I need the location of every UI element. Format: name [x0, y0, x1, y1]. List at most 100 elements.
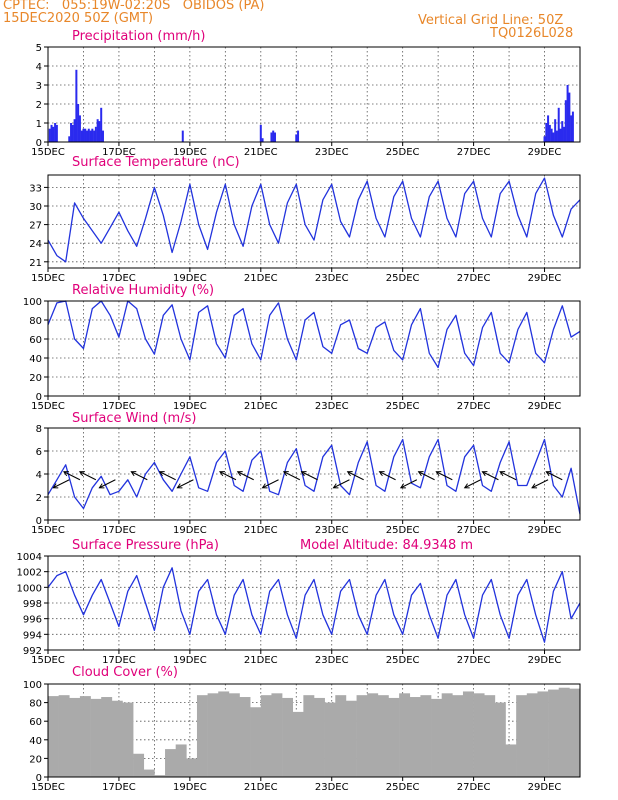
precip-bar	[563, 126, 566, 142]
precip-xtick-label: 27DEC	[457, 147, 491, 158]
temp-ytick-label: 33	[29, 183, 42, 194]
wind-arrow-head	[332, 483, 339, 489]
cloud-ytick-label: 0	[36, 773, 42, 784]
cloud-cover-bar	[122, 702, 134, 777]
wind-arrow-head	[481, 471, 488, 477]
rh-xtick-label: 15DEC	[31, 401, 65, 412]
cloud-cover-bar	[505, 744, 517, 777]
cloud-cover-bar	[441, 693, 453, 777]
temp-ytick-label: 21	[29, 258, 42, 269]
precip-bar	[75, 69, 78, 142]
rh-series-line	[47, 300, 581, 369]
wind-arrow-head	[176, 483, 183, 489]
cloud-cover-bar	[377, 695, 389, 777]
precip-ytick-label: 1	[36, 119, 42, 130]
precip-ytick-label: 2	[36, 100, 42, 111]
pressure-annotation: Model Altitude: 84.9348 m	[300, 538, 474, 553]
wind-arrow-head	[98, 483, 105, 489]
cloud-cover-bar	[271, 693, 283, 777]
precip-bar	[273, 132, 276, 142]
cloud-cover-bar	[90, 698, 102, 777]
precip-bar	[87, 128, 90, 142]
wind-arrow-head	[346, 471, 353, 477]
wind-xtick-label: 21DEC	[244, 525, 278, 536]
precip-bar	[98, 121, 101, 142]
wind-ytick-label: 0	[36, 516, 42, 527]
wind-arrow-head	[236, 471, 243, 477]
cloud-cover-bar	[58, 695, 70, 777]
cloud-ytick-label: 40	[29, 736, 42, 747]
precip-bar	[270, 132, 273, 142]
rh-ytick-label: 20	[29, 373, 42, 384]
wind-ytick-label: 8	[36, 424, 42, 435]
cloud-cover-bar	[367, 693, 379, 777]
precip-bar	[570, 115, 573, 142]
pressure-title: Surface Pressure (hPa)	[72, 538, 219, 553]
cloud-cover-bar	[282, 697, 294, 777]
wind-arrow	[53, 479, 70, 489]
cloud-cover-bar	[303, 695, 315, 777]
wind-ytick-label: 4	[36, 470, 42, 481]
cloud-xtick-label: 27DEC	[457, 782, 491, 793]
cloud-cover-bar	[165, 749, 176, 777]
cloud-cover-bar	[548, 689, 560, 777]
pressure-xtick-label: 21DEC	[244, 655, 278, 666]
cloud-xtick-label: 15DEC	[31, 782, 65, 793]
cloud-cover-bar	[196, 695, 208, 777]
precip-bar	[100, 107, 103, 142]
cloud-ytick-label: 60	[29, 717, 42, 728]
cloud-cover-bar	[79, 696, 91, 777]
cloud-cover-bar	[516, 695, 528, 777]
cloud-xtick-label: 17DEC	[102, 782, 136, 793]
rh-ytick-label: 0	[36, 392, 42, 403]
wind-arrow	[262, 479, 279, 489]
precip-bar	[554, 119, 557, 142]
cloud-xtick-label: 21DEC	[244, 782, 278, 793]
precip-bar	[50, 124, 53, 142]
rh-xtick-label: 19DEC	[173, 401, 207, 412]
wind-arrow	[79, 471, 97, 481]
precip-bar	[78, 115, 81, 142]
wind-xtick-label: 29DEC	[528, 525, 562, 536]
temp-xtick-label: 19DEC	[173, 273, 207, 284]
precip-frame	[47, 46, 581, 143]
cloud-cover-bar	[473, 693, 485, 777]
cloud-cover-bar	[356, 695, 368, 777]
precip-bar	[297, 130, 300, 142]
wind-arrow	[546, 471, 563, 481]
wind-arrow	[177, 479, 194, 489]
precip-xtick-label: 19DEC	[173, 147, 207, 158]
cloud-cover-bar	[345, 700, 357, 777]
wind-arrow-head	[52, 483, 59, 489]
temp-xtick-label: 27DEC	[457, 273, 491, 284]
wind-arrow	[99, 479, 116, 489]
rh-xtick-label: 17DEC	[102, 401, 136, 412]
precip-ytick-label: 3	[36, 81, 42, 92]
cloud-cover-bar	[239, 697, 251, 777]
pressure-xtick-label: 23DEC	[315, 655, 349, 666]
precip-xtick-label: 17DEC	[102, 147, 136, 158]
wind-arrow	[283, 471, 301, 481]
wind-arrow-head	[463, 483, 470, 489]
wind-arrow	[418, 471, 435, 481]
cloud-ytick-label: 20	[29, 754, 42, 765]
cloud-cover-bar	[431, 698, 442, 777]
cloud-cover-bar	[186, 758, 198, 777]
rh-ytick-label: 100	[23, 297, 42, 308]
precip-bar	[568, 92, 571, 142]
wind-arrow-head	[261, 483, 268, 489]
cloud-cover-bar	[250, 707, 262, 777]
wind-arrow-head	[531, 483, 538, 489]
cloud-cover-bar	[462, 691, 474, 777]
header-datetime: 15DEC2020 50Z (GMT)	[3, 11, 154, 26]
wind-xtick-label: 19DEC	[173, 525, 207, 536]
precip-bar	[295, 134, 298, 142]
precip-bar	[548, 124, 551, 142]
precip-bar	[84, 128, 87, 142]
wind-arrow-head	[378, 471, 385, 477]
wind-series-line	[47, 438, 581, 515]
wind-arrow-head	[219, 471, 225, 477]
wind-arrow	[237, 471, 254, 481]
wind-arrow	[499, 471, 517, 481]
pressure-ytick-label: 1000	[17, 583, 42, 594]
